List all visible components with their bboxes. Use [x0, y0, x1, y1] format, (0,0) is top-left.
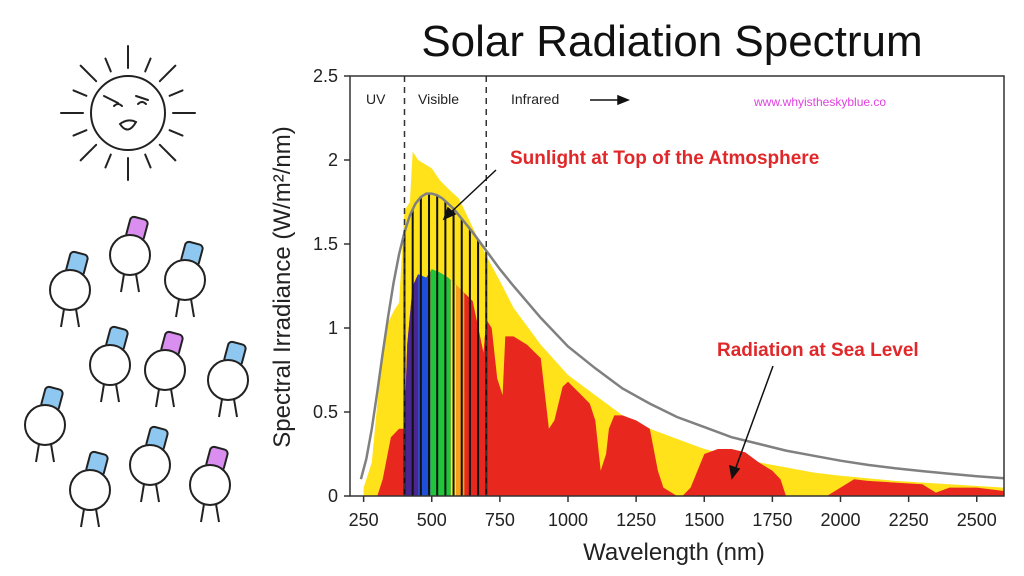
- visible-band-0: [404, 274, 419, 496]
- drop-figure: [129, 425, 171, 503]
- drop-figure: [49, 250, 91, 328]
- y-axis-label: Spectral Irradiance (W/m²/nm): [269, 126, 296, 447]
- sun-drawing: [60, 45, 196, 181]
- y-tick-label-1: 0.5: [313, 402, 338, 422]
- drop-figure: [144, 330, 186, 408]
- x-tick-label-1000: 1000: [548, 510, 588, 530]
- x-tick-label-250: 250: [349, 510, 379, 530]
- x-tick-label-1750: 1750: [752, 510, 792, 530]
- solar-spectrum-chart: Solar Radiation Spectrum 250 500 750 1000 12…: [269, 17, 1005, 566]
- x-tick-label-2000: 2000: [820, 510, 860, 530]
- drop-figure: [207, 340, 249, 418]
- series-group: [359, 151, 1004, 496]
- x-tick-label-750: 750: [485, 510, 515, 530]
- sea-level-arrow: [729, 365, 774, 480]
- visible-region-label: Visible: [418, 91, 459, 107]
- top-of-atmosphere-annotation: Sunlight at Top of the Atmosphere: [510, 148, 819, 169]
- infrared-region-label: Infrared: [511, 91, 559, 107]
- sun-ray: [104, 153, 112, 169]
- x-tick-label-1500: 1500: [684, 510, 724, 530]
- sun-ray: [168, 89, 184, 97]
- drop-figure: [69, 450, 111, 528]
- drop-figure: [164, 240, 206, 318]
- series-sea-level-area: [377, 269, 1004, 496]
- uv-region-label: UV: [366, 91, 386, 107]
- plot-area: 250 500 750 1000 1250 1500 1750 2000 2250 2500 0 0.…: [313, 66, 1005, 530]
- y-tick-label-5: 2.5: [313, 66, 338, 86]
- watermark-url: www.whyistheskyblue.co: [753, 95, 886, 109]
- drop-figure: [24, 385, 66, 463]
- drop-figure: [189, 445, 231, 523]
- x-tick-label-1250: 1250: [616, 510, 656, 530]
- top-of-atmosphere-arrow: [442, 169, 497, 221]
- y-tick-label-3: 1.5: [313, 234, 338, 254]
- sun-ray: [72, 89, 88, 97]
- sun-ray: [144, 57, 152, 73]
- x-tick-label-500: 500: [417, 510, 447, 530]
- sun-ray: [72, 129, 88, 137]
- sun-ray: [104, 57, 112, 73]
- visible-band-2: [430, 269, 451, 496]
- sun-ray: [158, 143, 177, 162]
- y-tick-label-0: 0: [328, 486, 338, 506]
- x-tick-label-2500: 2500: [957, 510, 997, 530]
- sun-ray: [168, 129, 184, 137]
- infrared-arrow: [590, 94, 631, 106]
- sun-ray: [79, 143, 98, 162]
- sea-level-annotation: Radiation at Sea Level: [717, 340, 919, 361]
- x-axis-label: Wavelength (nm): [583, 539, 765, 566]
- series-blackbody-curve: [359, 192, 1004, 480]
- drop-figure: [89, 325, 131, 403]
- y-tick-label-4: 2: [328, 150, 338, 170]
- y-tick-label-2: 1: [328, 318, 338, 338]
- sun-ray: [79, 64, 98, 83]
- x-tick-label-2250: 2250: [889, 510, 929, 530]
- cartoon-illustration: [24, 45, 249, 528]
- visible-band-4: [456, 285, 465, 496]
- drop-figure: [109, 215, 151, 293]
- sun-ray: [144, 153, 152, 169]
- plot-frame: [349, 75, 1005, 497]
- raindrop-doodles: [24, 215, 249, 528]
- sun-ray: [158, 64, 177, 83]
- chart-title: Solar Radiation Spectrum: [421, 17, 922, 66]
